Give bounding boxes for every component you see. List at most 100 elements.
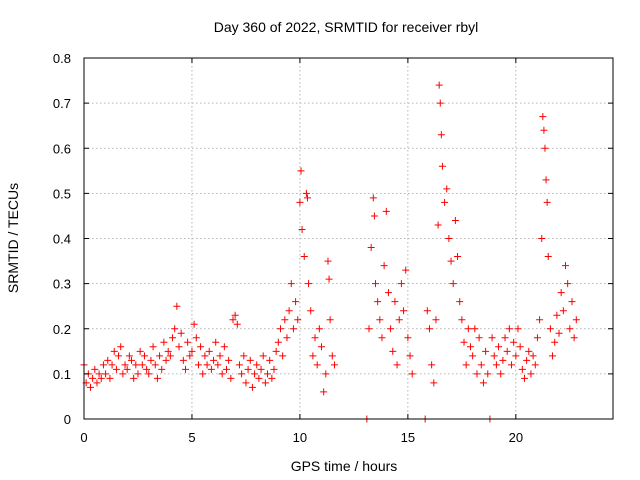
data-point [117,343,125,351]
y-tick-label: 0.6 [53,141,71,156]
data-point [527,370,535,378]
data-point [495,343,503,351]
data-point [292,298,300,306]
data-point [555,329,563,337]
y-tick-label: 0 [64,412,71,427]
data-points [80,81,580,423]
data-point [536,316,544,324]
data-point [119,370,127,378]
data-point [315,325,323,333]
data-point [145,370,153,378]
data-point [543,198,551,206]
y-tick-label: 0.3 [53,277,71,292]
data-point [322,370,330,378]
data-point [86,383,94,391]
data-point [216,352,224,360]
data-point [235,361,243,369]
data-point [541,144,549,152]
data-point [423,307,431,315]
data-point [257,365,265,373]
y-tick-label: 0.2 [53,322,71,337]
y-tick-label: 0.7 [53,96,71,111]
data-point [438,162,446,170]
data-point [205,347,213,355]
data-point [93,379,101,387]
data-point [296,198,304,206]
data-point [298,225,306,233]
data-point [149,343,157,351]
data-point [289,325,297,333]
data-point [380,262,388,270]
data-point [466,343,474,351]
data-point [300,253,308,261]
axis-ticks: 0 5 10 15 20 0 0.1 0.2 0.3 0.4 0.5 0.6 0.7 0.8 [53,51,613,445]
data-point [151,361,159,369]
data-point [318,343,326,351]
data-point [194,361,202,369]
data-point [186,352,194,360]
data-point [387,325,395,333]
data-point [546,325,554,333]
data-point [169,334,177,342]
data-point [214,361,222,369]
data-point [307,307,315,315]
data-point [553,311,561,319]
data-point [508,361,516,369]
data-point [255,374,263,382]
data-point [389,347,397,355]
data-point [143,365,151,373]
data-point [501,334,509,342]
data-point [516,343,524,351]
data-point [518,365,526,373]
data-point [570,334,578,342]
data-point [525,347,533,355]
data-point [266,356,274,364]
data-point [436,99,444,107]
data-point [153,374,161,382]
data-point [370,212,378,220]
data-point [531,361,539,369]
data-point [469,352,477,360]
data-point [447,257,455,265]
data-point [309,352,317,360]
y-tick-label: 0.5 [53,186,71,201]
data-point [435,81,443,89]
data-point [510,338,518,346]
data-point [374,298,382,306]
data-point [430,379,438,387]
data-point [279,352,287,360]
data-point [207,365,215,373]
data-point [561,262,569,270]
x-axis-title: GPS time / hours [291,458,398,474]
data-point [192,334,200,342]
data-point [89,374,97,382]
data-point [270,365,278,373]
data-point [492,361,500,369]
data-point [294,316,302,324]
data-point [203,361,211,369]
data-point [326,316,334,324]
data-point [443,185,451,193]
data-point [158,365,166,373]
data-point [95,370,103,378]
data-point [223,365,231,373]
data-point [171,325,179,333]
data-point [285,307,293,315]
data-point [305,280,313,288]
data-point [406,352,414,360]
data-point [210,356,218,364]
data-point [523,356,531,364]
data-point [451,216,459,224]
data-point [477,361,485,369]
data-point [140,352,148,360]
data-point [539,113,547,121]
data-point [393,361,401,369]
data-point [408,370,416,378]
data-point [227,374,235,382]
data-point [233,320,241,328]
data-point [190,320,198,328]
data-point [173,302,181,310]
data-point [225,356,233,364]
data-point [475,334,483,342]
data-point [264,370,272,378]
